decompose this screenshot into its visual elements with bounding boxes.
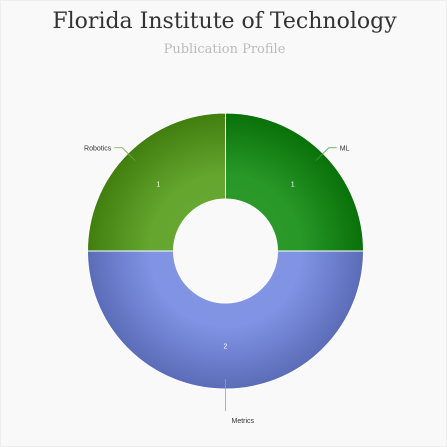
slice-labels: 1 ML 2 Metrics 1 Robotics bbox=[84, 145, 350, 425]
chart-title: Florida Institute of Technology bbox=[52, 9, 397, 34]
category-label-ml: ML bbox=[340, 145, 350, 152]
slice-ml[interactable] bbox=[225, 112, 365, 252]
connector-robotics bbox=[114, 147, 136, 161]
category-label-robotics: Robotics bbox=[84, 145, 112, 152]
chart-subtitle: Publication Profile bbox=[163, 42, 286, 57]
slice-metrics[interactable] bbox=[86, 250, 365, 390]
slice-robotics[interactable] bbox=[86, 112, 226, 252]
connector-ml bbox=[315, 147, 337, 161]
category-label-metrics: Metrics bbox=[232, 418, 255, 425]
value-label-ml: 1 bbox=[291, 181, 295, 188]
value-label-robotics: 1 bbox=[156, 181, 160, 188]
donut-slices bbox=[86, 112, 365, 390]
value-label-metrics: 2 bbox=[224, 344, 228, 351]
label-connectors bbox=[114, 147, 337, 411]
